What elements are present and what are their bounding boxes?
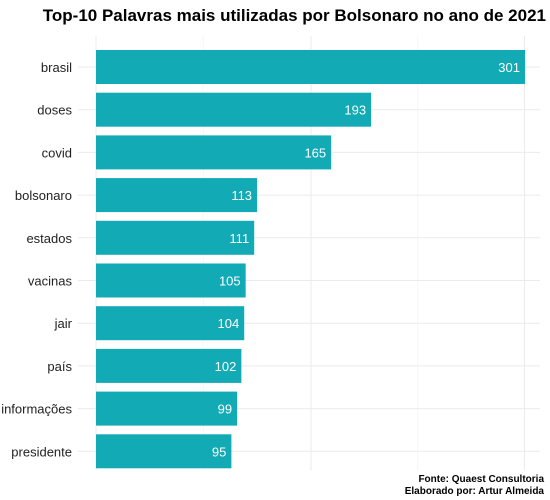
y-tick-label: informações (1, 402, 72, 417)
data-label: 111 (229, 231, 249, 246)
data-label: 104 (218, 316, 240, 331)
chart-caption: Fonte: Quaest Consultoria Elaborado por:… (405, 474, 544, 498)
data-label: 105 (219, 274, 241, 289)
y-tick-label: bolsonaro (15, 188, 72, 203)
data-label: 113 (231, 188, 252, 203)
data-label: 99 (218, 402, 232, 417)
bar-jair (96, 306, 245, 341)
bar-bolsonaro (96, 178, 258, 213)
bar-presidente (96, 434, 232, 469)
data-label: 165 (304, 145, 326, 160)
bar-país (96, 348, 242, 383)
y-tick-label: covid (42, 145, 72, 160)
bar-informações (96, 391, 238, 426)
y-tick-label: presidente (11, 444, 72, 459)
y-tick-label: país (47, 359, 72, 374)
chart-title: Top-10 Palavras mais utilizadas por Bols… (42, 6, 546, 25)
bar-estados (96, 220, 255, 255)
bar-covid (96, 135, 332, 170)
y-tick-label: jair (54, 316, 73, 331)
bar-brasil (96, 50, 525, 84)
y-tick-label: vacinas (28, 274, 73, 289)
y-tick-label: estados (26, 231, 72, 246)
y-tick-label: brasil (41, 60, 72, 75)
caption-source: Fonte: Quaest Consultoria (418, 474, 544, 485)
bar-doses (96, 92, 372, 127)
bar-vacinas (96, 263, 246, 298)
y-tick-label: doses (37, 103, 72, 118)
data-label: 95 (212, 444, 226, 459)
data-label: 193 (344, 103, 366, 118)
data-label: 102 (215, 359, 237, 374)
caption-author: Elaborado por: Artur Almeida (404, 486, 544, 497)
data-label: 301 (498, 60, 520, 75)
